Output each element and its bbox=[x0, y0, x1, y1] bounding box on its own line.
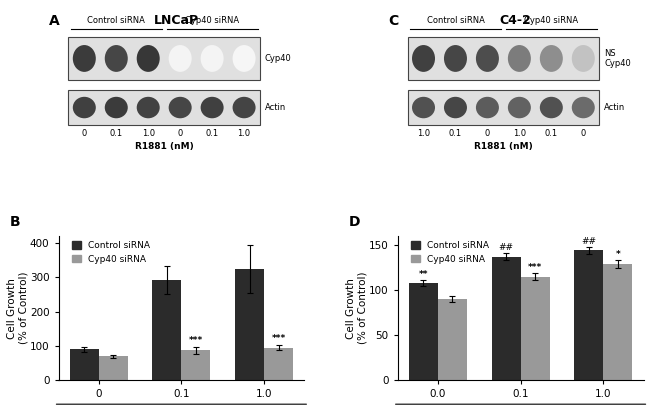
Ellipse shape bbox=[105, 97, 128, 118]
Text: ##: ## bbox=[499, 243, 514, 252]
Text: Control siRNA: Control siRNA bbox=[426, 16, 484, 25]
Y-axis label: Cell Growth
(% of Control): Cell Growth (% of Control) bbox=[7, 272, 29, 344]
Ellipse shape bbox=[105, 45, 128, 72]
Legend: Control siRNA, Cyp40 siRNA: Control siRNA, Cyp40 siRNA bbox=[68, 238, 153, 267]
Text: ##: ## bbox=[581, 237, 597, 246]
Text: 0: 0 bbox=[580, 129, 586, 138]
Ellipse shape bbox=[73, 45, 96, 72]
Ellipse shape bbox=[201, 97, 224, 118]
Bar bbox=[264, 348, 293, 380]
Text: Actin: Actin bbox=[265, 103, 286, 112]
Text: C: C bbox=[388, 14, 398, 28]
Bar bbox=[235, 269, 264, 380]
Text: R1881 (nM): R1881 (nM) bbox=[474, 142, 533, 151]
Text: 0.1: 0.1 bbox=[110, 129, 123, 138]
Bar bbox=[409, 283, 438, 380]
Text: R1881 (nM): R1881 (nM) bbox=[135, 142, 194, 151]
Ellipse shape bbox=[412, 97, 435, 118]
Bar bbox=[438, 299, 467, 380]
Ellipse shape bbox=[233, 97, 255, 118]
Text: 1.0: 1.0 bbox=[142, 129, 155, 138]
Ellipse shape bbox=[136, 97, 160, 118]
Text: LNCaP: LNCaP bbox=[154, 14, 199, 27]
Text: B: B bbox=[9, 215, 20, 229]
Text: A: A bbox=[49, 14, 59, 28]
Ellipse shape bbox=[168, 45, 192, 72]
Bar bbox=[575, 250, 603, 380]
Text: C4-2: C4-2 bbox=[500, 14, 532, 27]
Text: *: * bbox=[616, 250, 620, 259]
Ellipse shape bbox=[412, 45, 435, 72]
Ellipse shape bbox=[540, 45, 563, 72]
Ellipse shape bbox=[572, 45, 595, 72]
Bar bbox=[181, 350, 211, 380]
Text: ***: *** bbox=[272, 334, 286, 343]
Bar bbox=[153, 280, 181, 380]
Ellipse shape bbox=[508, 97, 531, 118]
Text: ***: *** bbox=[188, 336, 203, 345]
Ellipse shape bbox=[508, 45, 531, 72]
Text: 0: 0 bbox=[82, 129, 87, 138]
Bar bbox=[603, 264, 632, 380]
Text: Control siRNA: Control siRNA bbox=[87, 16, 145, 25]
Text: 0.1: 0.1 bbox=[449, 129, 462, 138]
Ellipse shape bbox=[444, 97, 467, 118]
Bar bbox=[408, 37, 599, 80]
Text: 1.0: 1.0 bbox=[237, 129, 251, 138]
Bar bbox=[68, 37, 260, 80]
Y-axis label: Cell Growth
(% of Control): Cell Growth (% of Control) bbox=[346, 272, 367, 344]
Ellipse shape bbox=[476, 97, 499, 118]
Text: Cyp40 siRNA: Cyp40 siRNA bbox=[185, 16, 239, 25]
Ellipse shape bbox=[136, 45, 160, 72]
Bar bbox=[68, 90, 260, 125]
Ellipse shape bbox=[201, 45, 224, 72]
Bar bbox=[491, 257, 521, 380]
Ellipse shape bbox=[476, 45, 499, 72]
Text: 0.1: 0.1 bbox=[545, 129, 558, 138]
Text: 0: 0 bbox=[485, 129, 490, 138]
Text: 0.1: 0.1 bbox=[205, 129, 218, 138]
Text: NS
Cyp40: NS Cyp40 bbox=[604, 49, 631, 68]
Ellipse shape bbox=[73, 97, 96, 118]
Legend: Control siRNA, Cyp40 siRNA: Control siRNA, Cyp40 siRNA bbox=[407, 238, 493, 267]
Bar bbox=[99, 356, 127, 380]
Ellipse shape bbox=[168, 97, 192, 118]
Ellipse shape bbox=[572, 97, 595, 118]
Text: 0: 0 bbox=[177, 129, 183, 138]
Bar bbox=[70, 349, 99, 380]
Text: **: ** bbox=[419, 270, 428, 279]
Ellipse shape bbox=[540, 97, 563, 118]
Text: D: D bbox=[348, 215, 360, 229]
Ellipse shape bbox=[233, 45, 255, 72]
Text: Actin: Actin bbox=[604, 103, 625, 112]
Bar bbox=[408, 90, 599, 125]
Bar bbox=[521, 276, 549, 380]
Text: Cyp40: Cyp40 bbox=[265, 54, 292, 63]
Text: 1.0: 1.0 bbox=[417, 129, 430, 138]
Text: Cyp40 siRNA: Cyp40 siRNA bbox=[525, 16, 578, 25]
Text: 1.0: 1.0 bbox=[513, 129, 526, 138]
Text: ***: *** bbox=[528, 263, 542, 272]
Ellipse shape bbox=[444, 45, 467, 72]
